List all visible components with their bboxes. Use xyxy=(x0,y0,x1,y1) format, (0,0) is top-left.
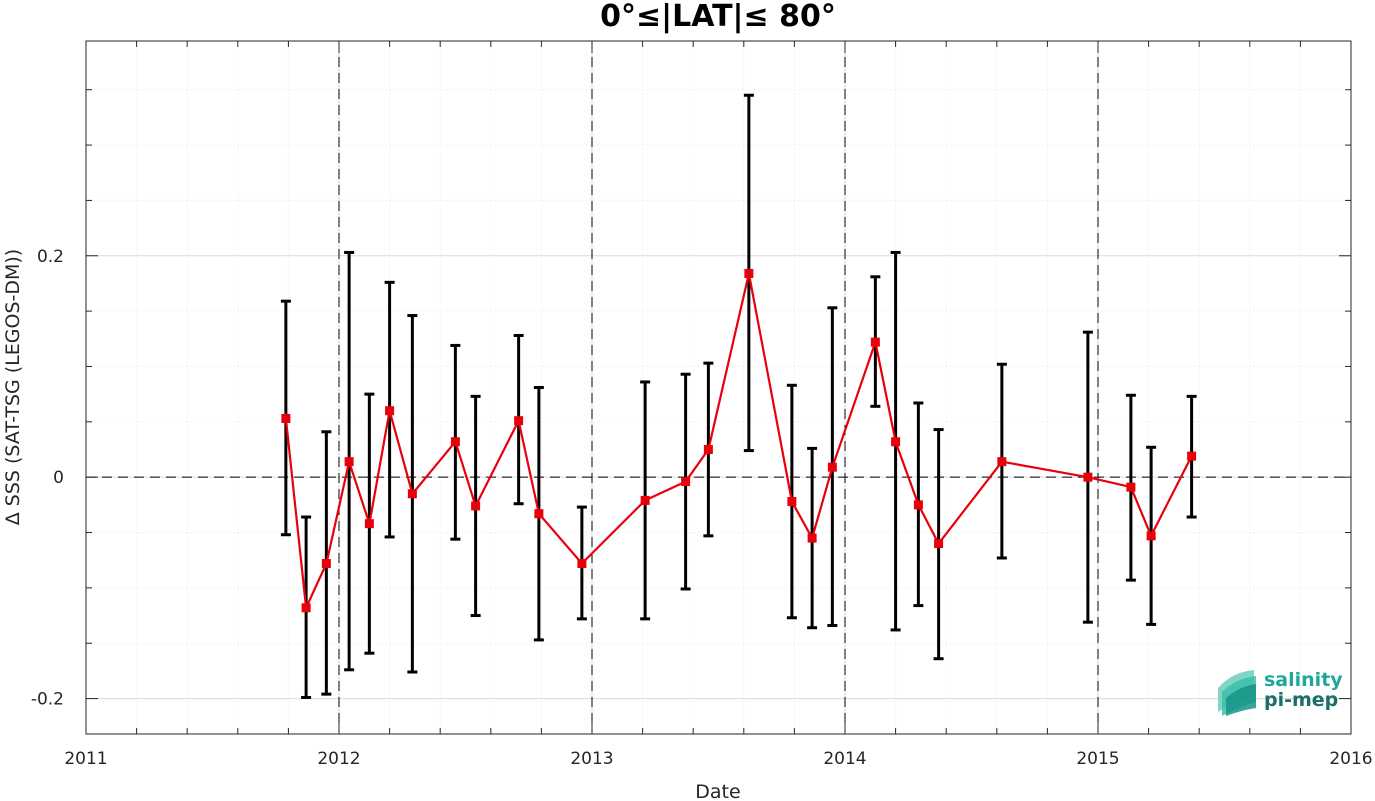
data-point-marker xyxy=(934,539,944,549)
logo-line2: pi-mep xyxy=(1264,689,1338,711)
plot-frame xyxy=(85,40,1352,735)
data-point-marker xyxy=(681,477,691,487)
data-point-marker xyxy=(1187,451,1197,461)
data-point-marker xyxy=(364,519,374,529)
data-point-marker xyxy=(870,337,880,347)
data-point-marker xyxy=(1146,531,1156,541)
y-axis-label: Δ SSS (SAT-TSG (LEGOS-DM)) xyxy=(2,249,24,525)
data-point-marker xyxy=(514,416,524,426)
data-point-marker xyxy=(744,268,754,278)
series-line-path xyxy=(284,272,1193,609)
data-point-marker xyxy=(703,444,713,454)
series-markers xyxy=(281,268,1197,613)
data-point-marker xyxy=(407,489,417,499)
data-point-marker xyxy=(385,406,395,416)
x-tick-label: 2015 xyxy=(1076,749,1119,769)
data-point-marker xyxy=(281,413,291,423)
y-tick-label: -0.2 xyxy=(31,690,64,710)
tick-labels: 2011 2012 2013 2014 2015 2016 -0.2 0 0.2 xyxy=(31,247,1373,769)
data-point-marker xyxy=(1126,482,1136,492)
data-point-marker xyxy=(1083,472,1093,482)
data-point-marker xyxy=(577,559,587,569)
data-point-marker xyxy=(301,603,311,613)
series-line xyxy=(284,272,1193,609)
data-point-marker xyxy=(913,500,923,510)
y-tick-label: 0.2 xyxy=(37,247,64,267)
chart-title: 0°≤|LAT|≤ 80° xyxy=(600,0,836,34)
data-point-marker xyxy=(321,559,331,569)
x-tick-label: 2014 xyxy=(823,749,866,769)
data-point-marker xyxy=(471,501,481,511)
data-point-marker xyxy=(450,437,460,447)
data-point-marker xyxy=(640,495,650,505)
x-tick-label: 2013 xyxy=(570,749,613,769)
logo-waves-icon xyxy=(1218,670,1256,716)
reference-lines xyxy=(86,41,1351,734)
salinity-pi-mep-logo: salinity pi-mep xyxy=(1218,669,1343,716)
data-point-marker xyxy=(997,457,1007,467)
data-point-marker xyxy=(827,462,837,472)
data-point-marker xyxy=(787,497,797,507)
y-tick-label: 0 xyxy=(53,468,64,488)
logo-line1: salinity xyxy=(1264,669,1343,691)
data-point-marker xyxy=(534,509,544,519)
error-bars xyxy=(280,93,1197,699)
data-point-marker xyxy=(344,457,354,467)
x-tick-label: 2012 xyxy=(317,749,360,769)
data-point-marker xyxy=(807,533,817,543)
x-axis-label: Date xyxy=(695,781,740,801)
axes xyxy=(85,40,1352,735)
x-tick-label: 2011 xyxy=(64,749,107,769)
x-tick-label: 2016 xyxy=(1329,749,1372,769)
grid xyxy=(85,41,1351,734)
data-point-marker xyxy=(891,437,901,447)
